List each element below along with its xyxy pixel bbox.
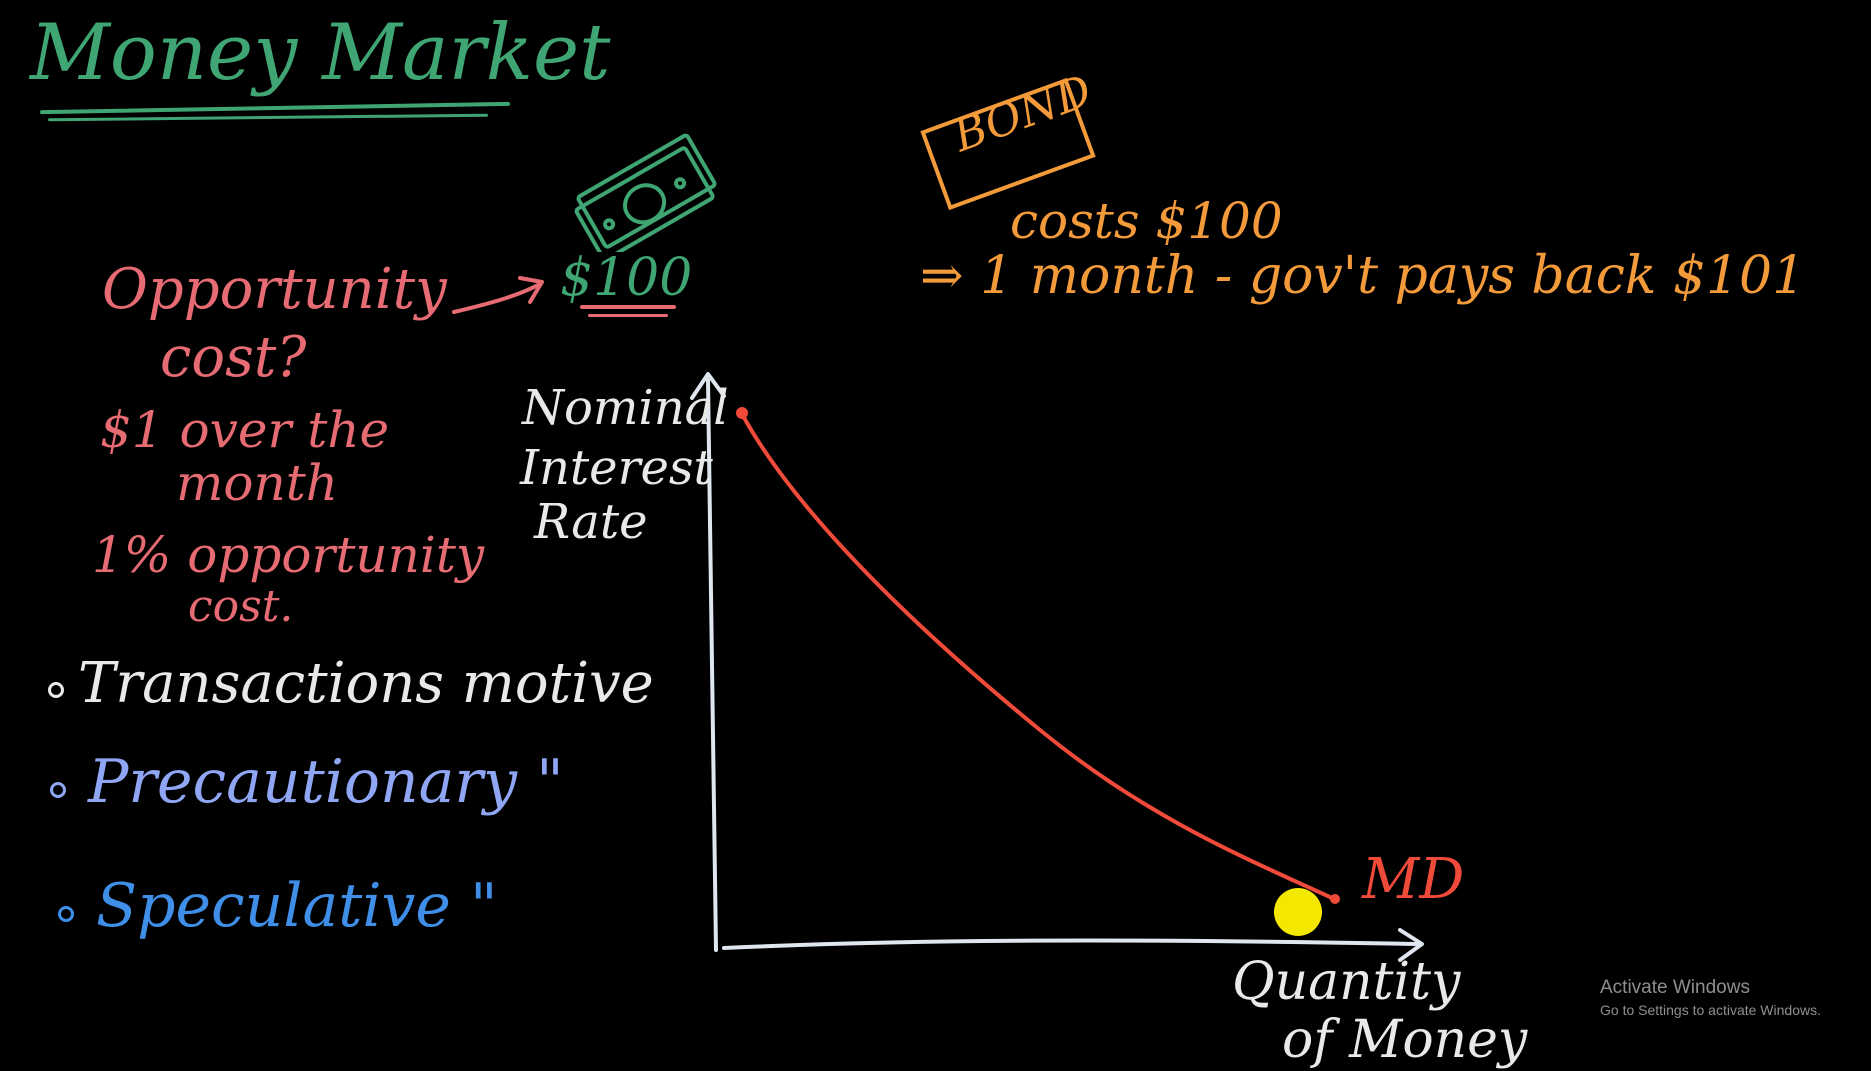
opportunity-note-line: 1% opportunity [92,526,485,584]
x-axis-label: of Money [1282,1010,1528,1070]
bond-payback-text: ⇒ 1 month - gov't pays back $101 [920,246,1806,306]
bullet-icon [48,682,64,698]
cash-value-underline-second [588,314,668,317]
opportunity-note-line: cost. [188,581,294,632]
bullet-icon [50,782,66,798]
page-title: Money Market [30,8,611,98]
opportunity-note-line: Opportunity [102,257,447,322]
y-axis-arrow [690,372,726,400]
cash-value-underline [580,305,676,309]
activation-watermark-subtitle: Go to Settings to activate Windows. [1600,1002,1821,1018]
motive-transactions: Transactions motive [78,651,654,716]
bond-cost-text: costs $100 [1010,192,1283,250]
highlight-point [1274,888,1322,936]
opportunity-note-line: month [176,454,339,512]
md-curve-end-point [1330,894,1340,904]
arrow-right-icon [452,276,544,314]
y-axis-label: Rate [534,494,648,550]
dollar-bill-icon [574,133,717,252]
md-series-label: MD [1362,847,1465,912]
bullet-icon [58,906,74,922]
motive-precautionary: Precautionary " [88,747,564,817]
x-axis [722,938,1420,950]
motive-speculative: Speculative " [96,871,498,941]
opportunity-note-line: cost? [160,325,307,390]
opportunity-note-line: $1 over the [100,401,390,459]
md-curve [740,412,1334,900]
md-curve-start-point [736,407,748,419]
y-axis [706,378,718,952]
x-axis-label: Quantity [1232,952,1461,1012]
activation-watermark-title: Activate Windows [1600,977,1750,998]
y-axis-label: Nominal [522,380,729,436]
cash-value: $100 [560,248,693,308]
x-axis-arrow [1398,928,1424,962]
y-axis-label: Interest [520,440,713,496]
